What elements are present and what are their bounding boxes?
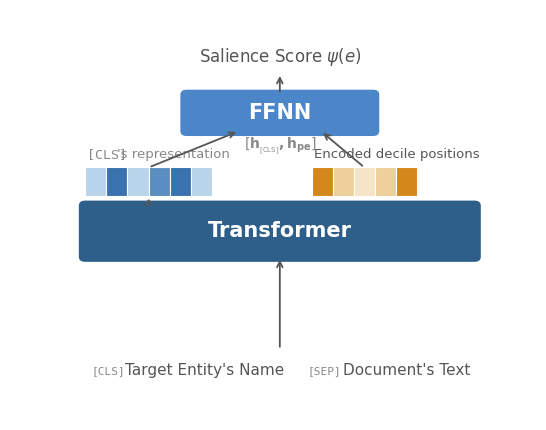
Bar: [396, 168, 417, 196]
Text: Target Entity's Name: Target Entity's Name: [126, 363, 284, 378]
Text: Salience Score $\psi(e)$: Salience Score $\psi(e)$: [199, 46, 361, 68]
FancyBboxPatch shape: [180, 90, 379, 136]
Bar: [106, 168, 127, 196]
Bar: [375, 168, 396, 196]
Bar: [312, 168, 333, 196]
Bar: [149, 168, 170, 196]
FancyBboxPatch shape: [79, 200, 481, 262]
Text: [$\bf{h}_{_{\sf[CLS]}},\bf{h}_{pe}$]: [$\bf{h}_{_{\sf[CLS]}},\bf{h}_{pe}$]: [244, 135, 316, 157]
Bar: [354, 168, 375, 196]
Bar: [191, 168, 212, 196]
Text: [SEP]: [SEP]: [307, 366, 341, 376]
Text: 's representation: 's representation: [117, 148, 230, 161]
Text: FFNN: FFNN: [248, 103, 311, 123]
Text: Document's Text: Document's Text: [343, 363, 471, 378]
Bar: [170, 168, 191, 196]
Text: [CLS]: [CLS]: [87, 148, 127, 161]
Text: Encoded decile positions: Encoded decile positions: [313, 148, 479, 161]
Text: [CLS]   Target Entity's Name   [SEP]   Document's Text: [CLS] Target Entity's Name [SEP] Documen…: [74, 363, 486, 378]
Text: Transformer: Transformer: [208, 221, 352, 241]
Bar: [68, 353, 491, 383]
Bar: [333, 168, 354, 196]
Text: [CLS]: [CLS]: [92, 366, 125, 376]
Bar: [127, 168, 149, 196]
Bar: [85, 168, 106, 196]
